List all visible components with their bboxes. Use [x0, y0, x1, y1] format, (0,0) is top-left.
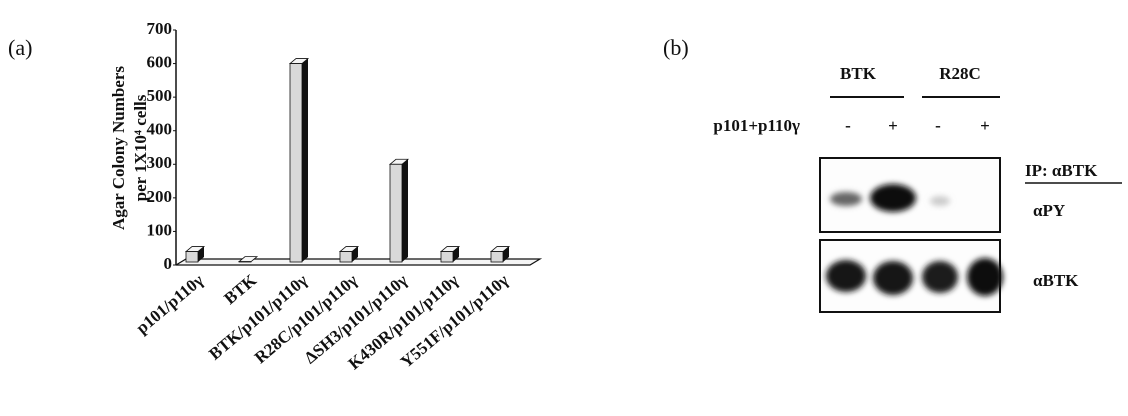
x-tick-label: BTK — [220, 270, 260, 308]
y-tick-label: 0 — [164, 254, 173, 273]
y-axis-label: per 1X10⁴ cells — [131, 94, 150, 201]
group-label: BTK — [840, 64, 877, 83]
page: (a) Agar Colony Numbers per 1X10⁴ cells … — [0, 0, 1128, 416]
floor — [176, 259, 540, 265]
bar — [441, 252, 453, 262]
band — [830, 192, 862, 206]
y-tick-label: 600 — [147, 52, 173, 71]
treatment-sign: + — [888, 116, 898, 135]
figure: (a) Agar Colony Numbers per 1X10⁴ cells … — [0, 0, 1128, 416]
treatment-label: p101+p110γ — [713, 116, 800, 135]
band — [922, 261, 958, 293]
band — [930, 196, 950, 206]
bar — [186, 252, 198, 262]
blot-label: αBTK — [1033, 271, 1079, 290]
bar-side — [402, 159, 408, 262]
bar — [491, 252, 503, 262]
group-label: R28C — [939, 64, 981, 83]
blot-label: αPY — [1033, 201, 1065, 220]
band — [873, 261, 913, 295]
y-axis-label: Agar Colony Numbers — [109, 66, 128, 230]
x-tick-label: p101/p110γ — [132, 270, 207, 337]
y-tick-label: 300 — [147, 153, 173, 172]
y-tick-label: 200 — [147, 187, 173, 206]
y-tick-label: 700 — [147, 19, 173, 38]
band — [826, 260, 866, 292]
blot-label: IP: αBTK — [1025, 161, 1098, 180]
treatment-sign: - — [935, 116, 941, 135]
treatment-sign: + — [980, 116, 990, 135]
bar — [290, 64, 302, 262]
bar — [390, 164, 402, 262]
panel-label: (a) — [8, 35, 32, 60]
y-tick-label: 500 — [147, 86, 173, 105]
band — [870, 184, 916, 212]
band — [967, 258, 1003, 296]
y-tick-label: 400 — [147, 120, 173, 139]
panel-label: (b) — [663, 35, 689, 60]
bar-side — [302, 59, 308, 262]
bar — [340, 252, 352, 262]
y-tick-label: 100 — [147, 220, 173, 239]
treatment-sign: - — [845, 116, 851, 135]
